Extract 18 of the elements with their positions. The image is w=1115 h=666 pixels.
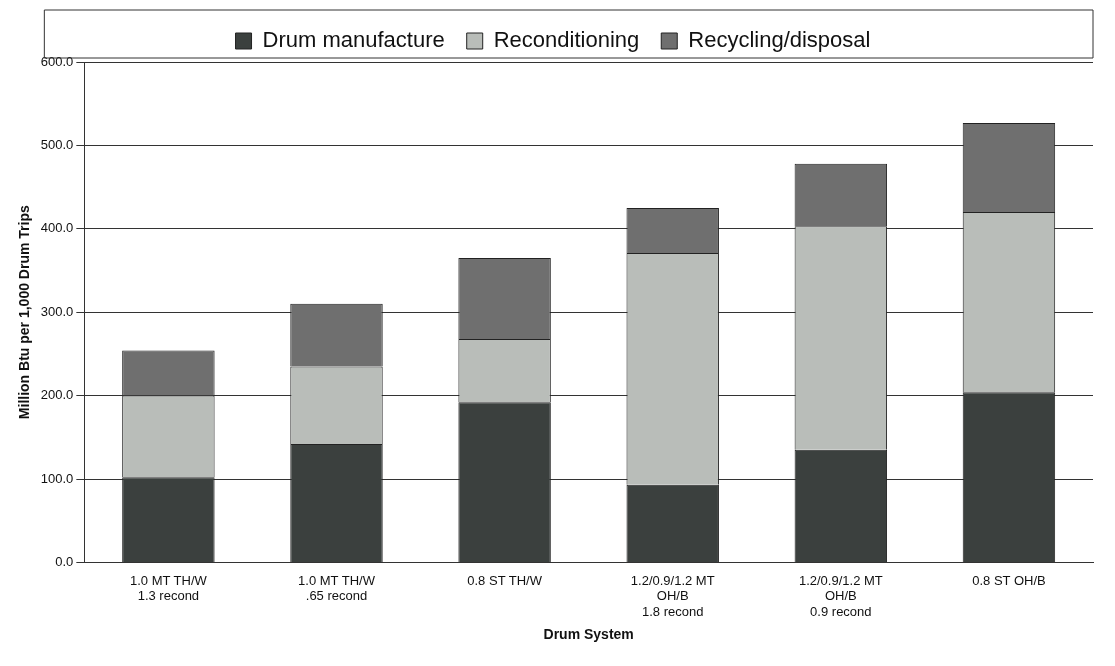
x-tick-label: 0.8 ST OH/B xyxy=(972,572,1046,588)
x-tick-label: 1.0 MT TH/W .65 recond xyxy=(298,572,376,604)
x-tick-label: 1.0 MT TH/W 1.3 recond xyxy=(129,572,208,604)
x-tick-label: 1.2/0.9/1.2 MT OH/B 0.9 recond xyxy=(798,572,883,619)
x-tick-label: 0.8 ST TH/W xyxy=(467,572,543,588)
x-tick-label: 1.2/0.9/1.2 MT OH/B 1.8 recond xyxy=(630,572,715,619)
y-tick-label: 200.0 xyxy=(40,387,74,403)
y-tick-label: 300.0 xyxy=(40,303,74,319)
y-axis-title: Million Btu per 1,000 Drum Trips xyxy=(16,205,33,420)
legend-label: Drum manufacture xyxy=(262,27,445,53)
y-tick-label: 0.0 xyxy=(55,553,74,569)
legend-label: Recycling/disposal xyxy=(688,27,871,53)
y-tick-label: 400.0 xyxy=(40,220,74,236)
y-tick-label: 600.0 xyxy=(40,53,74,69)
y-tick-label: 500.0 xyxy=(40,136,74,152)
y-tick-label: 100.0 xyxy=(40,470,74,486)
legend-label: Reconditioning xyxy=(493,27,640,53)
x-axis-title: Drum System xyxy=(543,626,634,643)
